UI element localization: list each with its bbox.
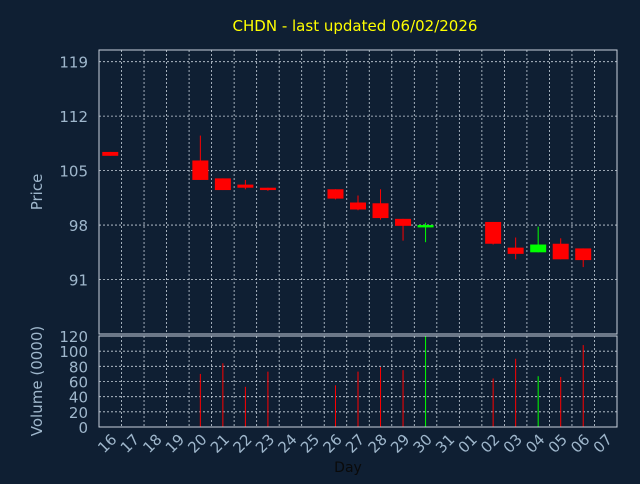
price-tick-label: 119 bbox=[59, 54, 88, 72]
candle-body bbox=[192, 160, 209, 180]
candle-body bbox=[417, 225, 434, 228]
candle-body bbox=[372, 203, 389, 219]
volume-tick-label: 60 bbox=[69, 374, 88, 392]
candle-body bbox=[552, 243, 569, 260]
price-tick-label: 105 bbox=[59, 163, 88, 181]
price-axis-label: Price bbox=[28, 174, 46, 211]
volume-tick-label: 120 bbox=[59, 328, 88, 346]
candle-body bbox=[395, 218, 412, 226]
volume-tick-label: 40 bbox=[69, 389, 88, 407]
candle-body bbox=[327, 189, 344, 199]
volume-tick-label: 0 bbox=[78, 419, 88, 437]
volume-frame bbox=[98, 335, 618, 428]
x-axis-label: Day bbox=[334, 460, 362, 476]
candle-body bbox=[237, 184, 254, 188]
candle-body bbox=[350, 202, 366, 210]
volume-tick-label: 100 bbox=[59, 343, 88, 361]
candle-body bbox=[214, 178, 231, 191]
volume-tick-label: 80 bbox=[69, 358, 88, 376]
candle-body bbox=[575, 248, 592, 261]
chart-title: CHDN - last updated 06/02/2026 bbox=[233, 17, 478, 35]
price-tick-label: 91 bbox=[69, 272, 88, 290]
price-panel: 119 112 105 98 91 bbox=[59, 49, 618, 335]
volume-axis-label: Volume (0000) bbox=[28, 326, 46, 436]
candle-body bbox=[530, 244, 547, 253]
candle-body bbox=[259, 187, 276, 191]
candle-body bbox=[485, 221, 502, 244]
volume-tick-label: 20 bbox=[69, 404, 88, 422]
price-tick-label: 98 bbox=[69, 217, 88, 235]
price-frame bbox=[98, 49, 618, 335]
candle-body bbox=[102, 151, 119, 156]
price-tick-label: 112 bbox=[59, 108, 88, 126]
candle-body bbox=[507, 247, 524, 254]
